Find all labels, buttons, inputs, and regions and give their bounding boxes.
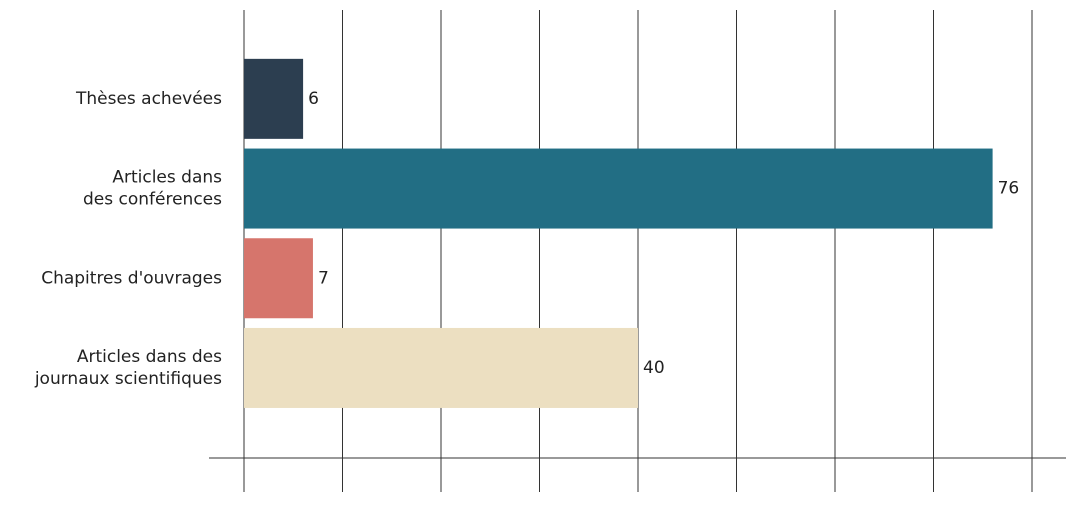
value-label: 40 [643,358,665,378]
category-label-line: journaux scientifiques [34,369,222,389]
bar [244,327,638,408]
category-label: Articles dans des conférences [83,168,222,210]
bar [244,238,313,319]
category-label-line: des conférences [83,190,222,210]
value-label: 76 [998,179,1020,199]
category-label-line: Articles dans des [77,347,222,367]
bar [244,148,993,229]
category-label-line: Thèses achevées [75,89,222,109]
bar [244,58,304,139]
category-label: Thèses achevées [75,89,222,109]
value-label: 7 [318,268,329,288]
value-label: 6 [308,89,319,109]
category-label: Chapitres d'ouvrages [41,268,222,288]
category-label-line: Articles dans [112,168,222,188]
category-label: Articles dans des journaux scientifiques [34,347,222,389]
category-label-line: Chapitres d'ouvrages [41,268,222,288]
